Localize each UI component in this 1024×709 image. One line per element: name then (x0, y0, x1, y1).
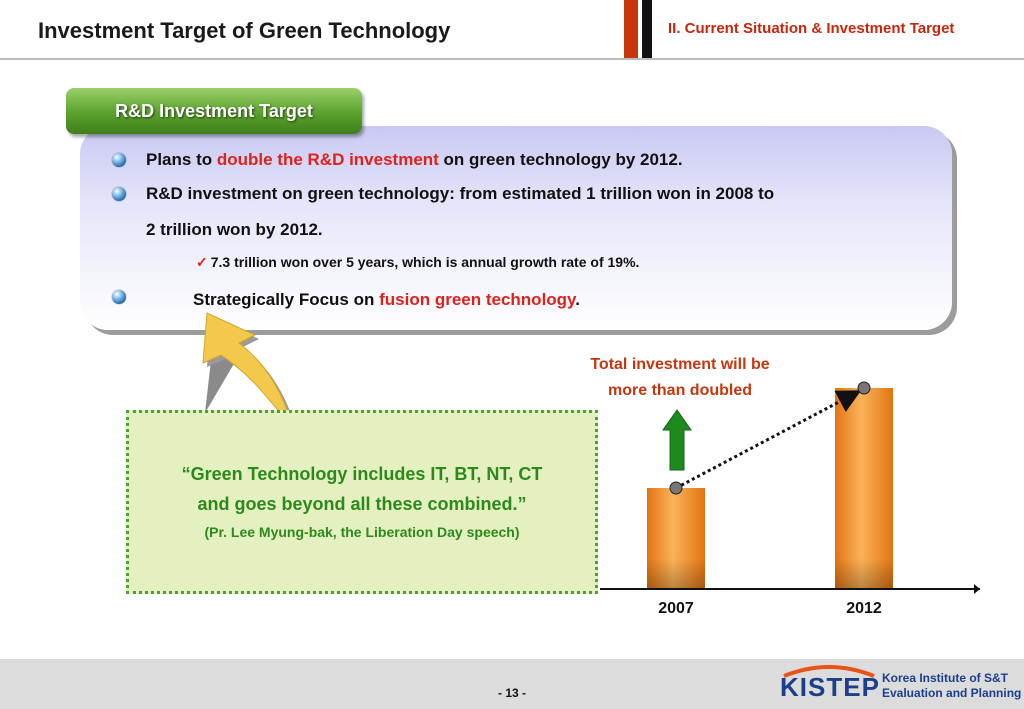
logo-arc-icon (783, 665, 875, 678)
x-tick-label: 2007 (658, 600, 694, 617)
bullet-3-pre: Strategically Focus on (193, 290, 380, 309)
page-number: - 13 - (497, 686, 526, 700)
chart-annotation-line-2: more than doubled (608, 382, 752, 399)
rd-target-panel (80, 126, 952, 330)
quote-source: (Pr. Lee Myung-bak, the Liberation Day s… (204, 524, 520, 540)
quote-box (126, 410, 598, 594)
sub-point: ✓ 7.3 trillion won over 5 years, which is… (196, 254, 639, 271)
rd-target-tab: R&D Investment Target (66, 88, 362, 134)
bullet-3-highlight: fusion green technology (379, 290, 576, 309)
bar-2012 (835, 388, 893, 588)
investment-bar-chart (600, 381, 980, 594)
header-accent-red (624, 0, 638, 58)
trend-end-dot (857, 381, 871, 395)
org-name-line-1: Korea Institute of S&T (882, 671, 1009, 685)
org-name-line-2: Evaluation and Planning (882, 686, 1022, 700)
bullet-2-line1: R&D investment on green technology: from… (146, 184, 775, 203)
quote-line-2: and goes beyond all these combined.” (197, 494, 527, 514)
page-title: Investment Target of Green Technology (38, 18, 451, 43)
section-title: II. Current Situation & Investment Targe… (668, 20, 955, 37)
x-tick-label: 2012 (846, 600, 882, 617)
bullet-1-text: Plans to double the R&D investment on gr… (146, 150, 683, 170)
bullet-3-text: Strategically Focus on fusion green tech… (193, 290, 580, 310)
sub-point-text: 7.3 trillion won over 5 years, which is … (210, 254, 640, 270)
bar-shadow (835, 558, 893, 588)
bar-shadow (647, 558, 705, 588)
x-axis-arrow-icon (974, 584, 980, 594)
quote-line-1: “Green Technology includes IT, BT, NT, C… (181, 464, 543, 484)
bullet-3-post: . (575, 290, 580, 309)
bullet-icon (112, 290, 126, 304)
chart-annotation-line-1: Total investment will be (590, 356, 770, 373)
curved-arrow-icon (202, 312, 297, 433)
bullet-icon (112, 187, 126, 201)
trend-start-dot (669, 481, 683, 495)
footer-bar (0, 659, 1024, 709)
bullet-1-post: on green technology by 2012. (438, 150, 683, 169)
kistep-logo: KISTEP (780, 672, 880, 702)
bullet-1-highlight: double the R&D investment (216, 150, 439, 169)
header-accent-black (642, 0, 652, 58)
trend-line (675, 390, 862, 490)
bullet-1-pre: Plans to (146, 150, 217, 169)
header-divider (0, 58, 1024, 60)
growth-arrow-icon (662, 409, 692, 471)
bullet-icon (112, 153, 126, 167)
check-icon: ✓ (196, 254, 208, 270)
bullet-2-line2: 2 trillion won by 2012. (146, 220, 323, 239)
